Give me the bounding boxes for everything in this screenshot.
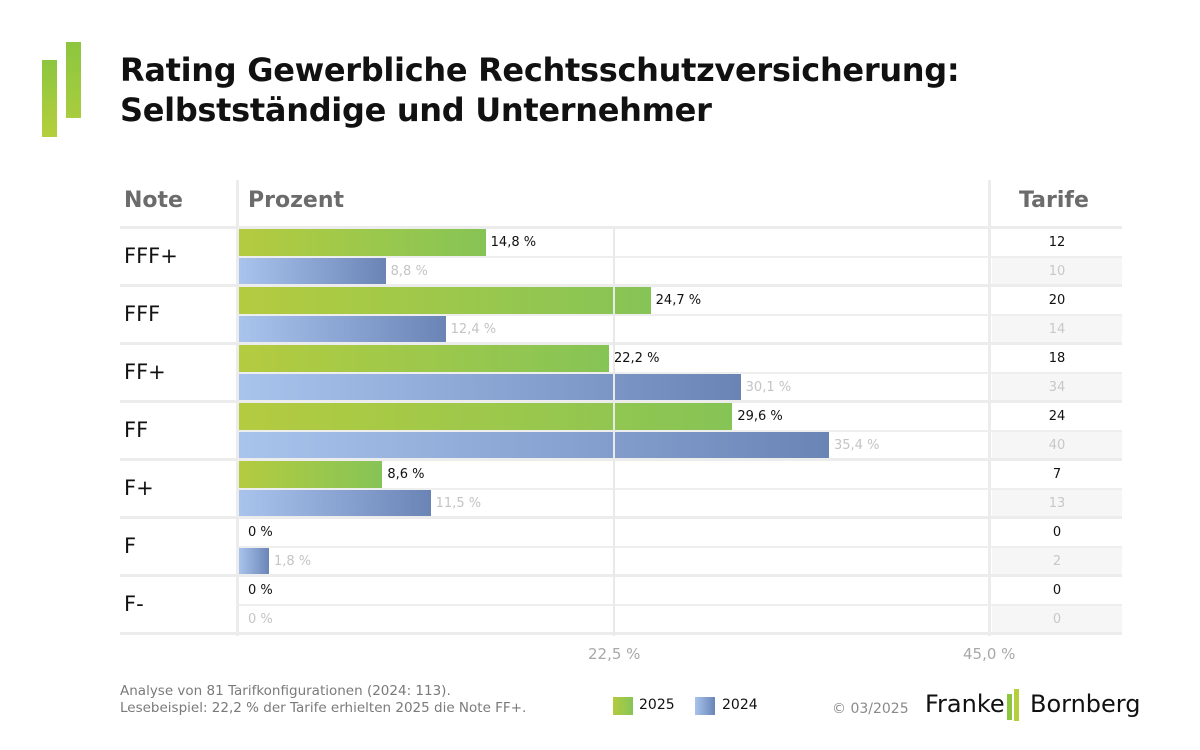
brand-name-right: Bornberg xyxy=(1030,690,1141,718)
value-label-2025: 0 % xyxy=(248,583,273,598)
value-label-2024: 11,5 % xyxy=(435,496,482,511)
tarif-cell-background xyxy=(992,548,1122,575)
sub-row-divider xyxy=(239,430,1122,432)
sub-row-divider xyxy=(239,372,1122,374)
legend-swatch-2024 xyxy=(695,697,715,715)
tarife-count-2024: 34 xyxy=(1048,380,1066,395)
title-line-1: Rating Gewerbliche Rechtsschutzversicher… xyxy=(120,51,960,89)
value-label-2025: 0 % xyxy=(248,525,273,540)
tarife-count-2024: 10 xyxy=(1048,264,1066,279)
group-divider xyxy=(120,516,1122,519)
column-header-tarife: Tarife xyxy=(1019,188,1089,213)
value-label-2024: 0 % xyxy=(248,612,273,627)
gridline-22-5 xyxy=(613,228,615,636)
tarife-count-2025: 0 xyxy=(1052,525,1062,540)
bar-2024-FFF xyxy=(239,316,446,343)
bar-2024-F xyxy=(239,548,269,575)
tarif-cell-background xyxy=(992,432,1122,459)
tarife-count-2024: 40 xyxy=(1048,438,1066,453)
value-label-2024: 35,4 % xyxy=(834,438,880,453)
tarife-count-2025: 20 xyxy=(1048,293,1066,308)
brand-logo-bar-icon xyxy=(1007,694,1012,720)
value-label-2025: 8,6 % xyxy=(387,467,425,482)
brand-logo-bar-icon xyxy=(1014,689,1019,721)
tarife-count-2024: 0 xyxy=(1052,612,1062,627)
legend-swatch-2025 xyxy=(613,697,633,715)
group-divider xyxy=(120,632,1122,635)
value-label-2024: 12,4 % xyxy=(450,322,497,337)
x-tick-label: 22,5 % xyxy=(588,645,641,663)
group-divider xyxy=(120,284,1122,287)
sub-row-divider xyxy=(239,314,1122,316)
group-divider xyxy=(120,400,1122,403)
tarife-count-2025: 7 xyxy=(1052,467,1062,482)
brand-name-left: Franke xyxy=(925,690,1005,718)
value-label-2025: 22,2 % xyxy=(614,351,660,366)
value-label-2025: 24,7 % xyxy=(655,293,702,308)
note-label: F+ xyxy=(124,476,154,500)
note-label: F- xyxy=(124,592,144,616)
bar-2025-FF+ xyxy=(239,345,609,372)
tarife-count-2025: 0 xyxy=(1052,583,1062,598)
tarife-count-2025: 18 xyxy=(1048,351,1066,366)
legend-label-2025: 2025 xyxy=(639,697,675,713)
footnote: Analyse von 81 Tarifkonfigurationen (202… xyxy=(120,683,526,717)
sub-row-divider xyxy=(239,488,1122,490)
sub-row-divider xyxy=(239,256,1122,258)
sub-row-divider xyxy=(239,546,1122,548)
column-header-prozent: Prozent xyxy=(248,188,344,213)
tarif-cell-background xyxy=(992,374,1122,401)
note-label: F xyxy=(124,534,137,558)
footnote-line-2: Lesebeispiel: 22,2 % der Tarife erhielte… xyxy=(120,700,527,716)
tarife-count-2025: 24 xyxy=(1048,409,1066,424)
tarif-cell-background xyxy=(992,258,1122,285)
column-header-note: Note xyxy=(124,188,183,213)
bar-2025-F+ xyxy=(239,461,383,488)
divider-prozent-tarife xyxy=(988,180,991,636)
note-label: FF xyxy=(124,418,149,442)
group-divider xyxy=(120,342,1122,345)
legend-label-2024: 2024 xyxy=(722,697,758,713)
bar-2024-F+ xyxy=(239,490,431,517)
tarif-cell-background xyxy=(992,606,1122,633)
group-divider xyxy=(120,574,1122,577)
bar-2024-FF xyxy=(239,432,829,459)
bar-2025-FFF+ xyxy=(239,229,486,256)
bar-2025-FF xyxy=(239,403,733,430)
copyright: © 03/2025 xyxy=(832,701,909,717)
note-label: FF+ xyxy=(124,360,166,384)
value-label-2024: 30,1 % xyxy=(745,380,792,395)
bar-2025-FFF xyxy=(239,287,651,314)
value-label-2025: 29,6 % xyxy=(737,409,783,424)
bar-2024-FFF+ xyxy=(239,258,386,285)
tarife-count-2025: 12 xyxy=(1048,235,1066,250)
sub-row-divider xyxy=(239,604,1122,606)
logo-bar-right-icon xyxy=(66,42,81,118)
header-divider xyxy=(120,226,1122,229)
page-title: Rating Gewerbliche Rechtsschutzversicher… xyxy=(120,50,960,130)
x-tick-label: 45,0 % xyxy=(963,645,1016,663)
value-label-2024: 8,8 % xyxy=(390,264,428,279)
tarif-cell-background xyxy=(992,316,1122,343)
value-label-2025: 14,8 % xyxy=(490,235,537,250)
tarif-cell-background xyxy=(992,490,1122,517)
group-divider xyxy=(120,458,1122,461)
logo-bar-left-icon xyxy=(42,60,57,137)
note-label: FFF xyxy=(124,302,161,326)
tarife-count-2024: 13 xyxy=(1048,496,1066,511)
bar-2024-FF+ xyxy=(239,374,741,401)
title-line-2: Selbstständige und Unternehmer xyxy=(120,91,712,129)
value-label-2024: 1,8 % xyxy=(274,554,312,569)
footnote-line-1: Analyse von 81 Tarifkonfigurationen (202… xyxy=(120,683,451,699)
note-label: FFF+ xyxy=(124,244,178,268)
divider-note-prozent xyxy=(236,180,239,636)
tarife-count-2024: 2 xyxy=(1052,554,1062,569)
tarife-count-2024: 14 xyxy=(1048,322,1066,337)
